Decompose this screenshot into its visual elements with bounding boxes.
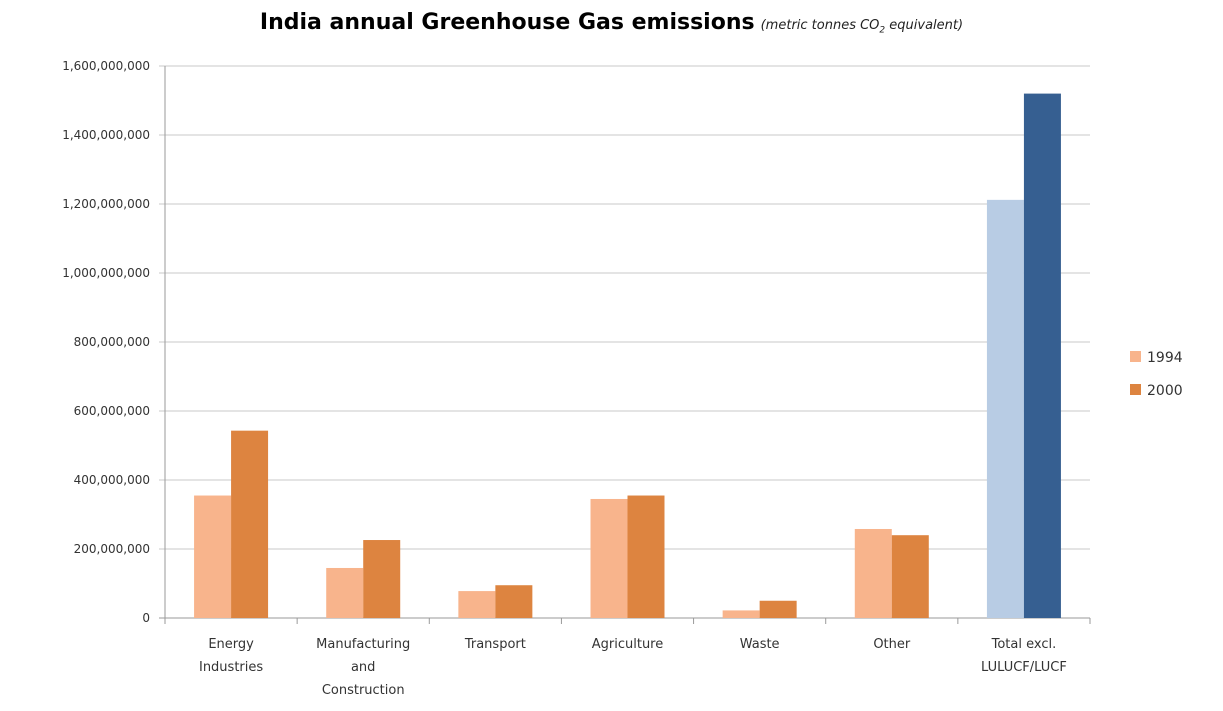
chart-subtitle-prefix: (metric tonnes CO <box>760 18 880 33</box>
x-category-label: Waste <box>740 637 780 652</box>
x-category-label: LULUCF/LUCF <box>981 660 1067 675</box>
chart-subtitle: (metric tonnes CO2 equivalent) <box>760 18 964 36</box>
bar-1994 <box>194 495 232 618</box>
y-tick-label: 600,000,000 <box>74 404 150 418</box>
bars <box>194 93 1061 619</box>
y-tick-label: 200,000,000 <box>74 542 150 556</box>
x-category-label: Energy <box>208 637 254 652</box>
x-category-label: Manufacturing <box>316 637 410 652</box>
legend: 1994 2000 <box>1130 350 1183 399</box>
x-axis: Energy Industries Manufacturing and Construc… <box>164 618 1091 698</box>
bar-1994 <box>986 199 1024 619</box>
y-tick-label: 800,000,000 <box>74 335 150 349</box>
bar-2000 <box>231 430 269 618</box>
bar-1994 <box>326 567 364 618</box>
chart-title: India annual Greenhouse Gas emissions (me… <box>0 10 1223 36</box>
x-category-label: Construction <box>322 683 405 698</box>
x-category-label: Agriculture <box>592 637 664 652</box>
bar-1994 <box>722 610 760 618</box>
bar-2000 <box>363 540 401 618</box>
y-tick-label: 1,200,000,000 <box>62 197 150 211</box>
bar-2000 <box>1023 93 1061 619</box>
x-category-label: Total excl. <box>991 637 1057 652</box>
y-tick-label: 1,600,000,000 <box>62 59 150 73</box>
x-category-label: Transport <box>464 637 526 652</box>
bar-1994 <box>590 498 628 618</box>
y-tick-label: 400,000,000 <box>74 473 150 487</box>
bar-1994 <box>854 528 892 618</box>
chart-title-text: India annual Greenhouse Gas emissions <box>259 10 755 35</box>
y-axis: 0 200,000,000 400,000,000 600,000,000 800,00… <box>62 59 166 625</box>
legend-swatch-1994 <box>1130 351 1141 362</box>
chart-subtitle-suffix: equivalent) <box>885 18 964 33</box>
bar-1994 <box>458 591 496 618</box>
bar-2000 <box>891 535 929 618</box>
legend-swatch-2000 <box>1130 384 1141 395</box>
y-tick-label: 1,400,000,000 <box>62 128 150 142</box>
legend-label-2000: 2000 <box>1147 383 1183 399</box>
x-category-label: and <box>351 660 375 675</box>
bar-2000 <box>759 600 797 618</box>
bar-2000 <box>627 495 665 618</box>
bar-2000 <box>495 585 533 618</box>
x-category-label: Other <box>873 637 911 652</box>
gridlines <box>159 65 1090 619</box>
legend-label-1994: 1994 <box>1147 350 1183 366</box>
x-category-label: Industries <box>199 660 263 675</box>
y-tick-label: 0 <box>142 611 150 625</box>
chart-subtitle-subscript: 2 <box>879 25 886 36</box>
y-tick-label: 1,000,000,000 <box>62 266 150 280</box>
